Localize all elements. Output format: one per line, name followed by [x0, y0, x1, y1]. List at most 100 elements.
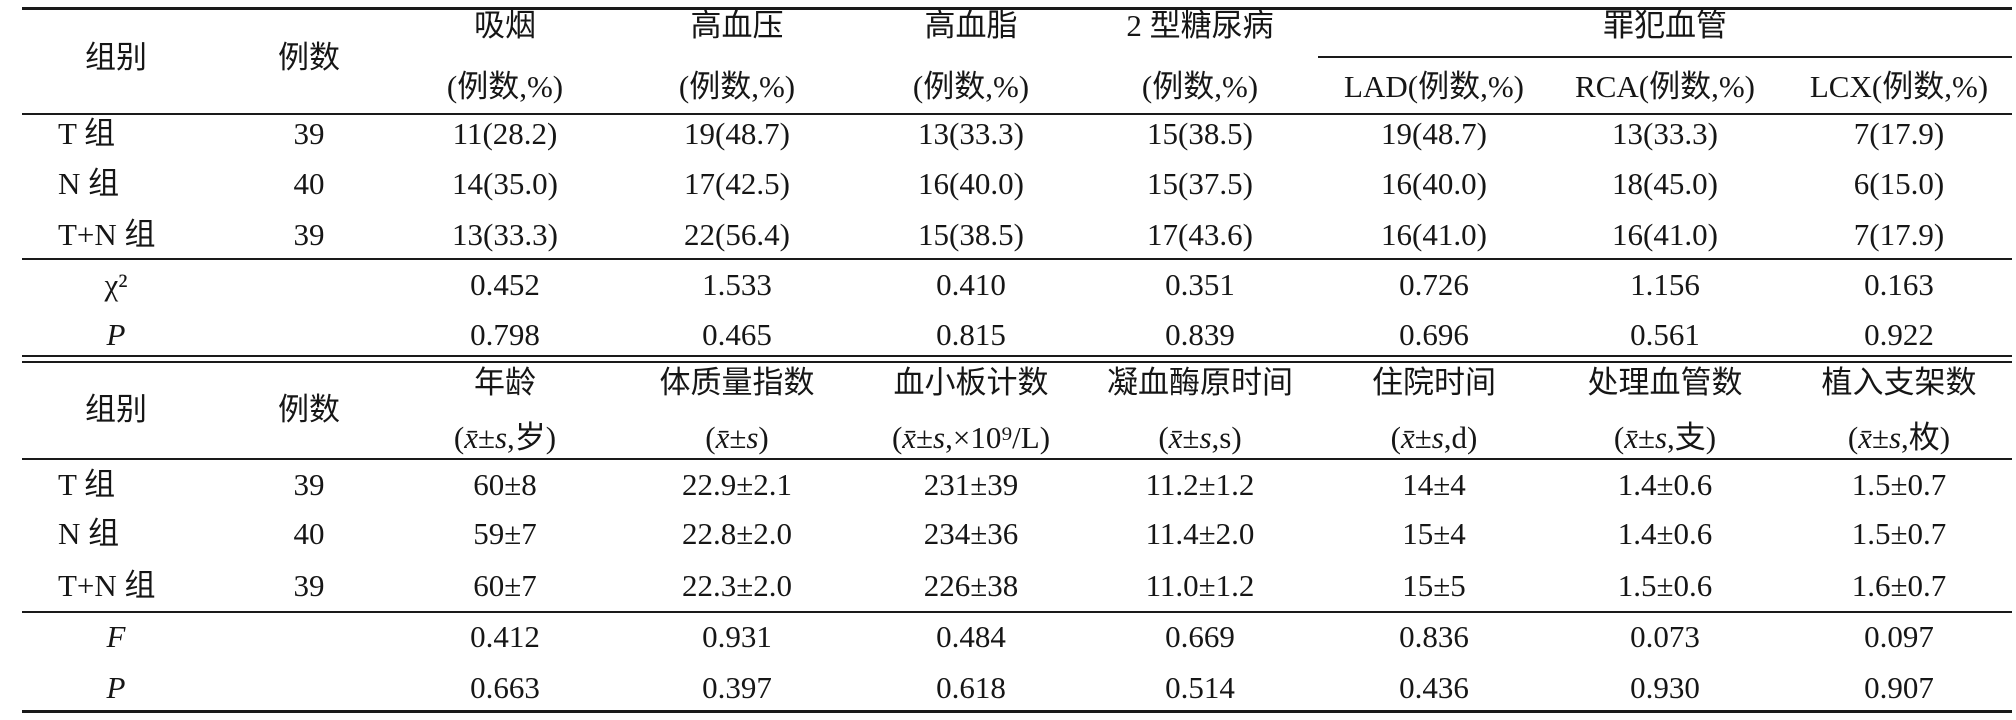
row-group-label: T+N 组 — [58, 568, 156, 603]
table-cell: 7(17.9) — [1853, 217, 1945, 252]
table-cell: 13(33.3) — [1612, 116, 1718, 151]
table-cell: 16(41.0) — [1381, 217, 1487, 252]
subtitle-post: ,d) — [1443, 420, 1478, 455]
stat-value: 0.663 — [470, 670, 540, 705]
table-cell: 17(42.5) — [684, 166, 790, 201]
stat-value: 0.798 — [470, 317, 540, 352]
rule-double-lower — [22, 361, 2012, 363]
stat-value: 1.533 — [702, 267, 772, 302]
subtitle-pm: ± — [477, 420, 495, 455]
table-cell: 18(45.0) — [1612, 166, 1718, 201]
subtitle-mean: x̄ — [1168, 420, 1183, 455]
header-group-label: 组别 — [85, 40, 147, 75]
table-cell: 1.5±0.7 — [1851, 467, 1947, 502]
stat-value: 0.907 — [1864, 670, 1934, 705]
column-title: 2 型糖尿病 — [1126, 8, 1274, 43]
stat-value: 0.097 — [1864, 619, 1934, 654]
table-cell: 15(37.5) — [1147, 166, 1253, 201]
subtitle-pre: ( — [1390, 420, 1401, 455]
subtitle-post: ,支) — [1667, 420, 1717, 455]
column-subtitle: RCA(例数,%) — [1575, 69, 1755, 104]
column-subtitle: (x̄±s,d) — [1321, 418, 1547, 458]
row-count: 39 — [293, 467, 325, 502]
table-cell: 1.5±0.6 — [1617, 568, 1713, 603]
subtitle-sd: s — [933, 420, 946, 455]
subtitle-sd: s — [494, 420, 508, 455]
rule-spanner — [1318, 56, 2012, 58]
stat-value: 0.410 — [936, 267, 1006, 302]
table-cell: 15±4 — [1402, 516, 1466, 551]
rule-header-2 — [22, 458, 2012, 460]
column-title: 血小板计数 — [893, 365, 1049, 400]
stat-value: 0.514 — [1165, 670, 1235, 705]
subtitle-post: ,×10⁹/L) — [945, 420, 1051, 455]
table-cell: 13(33.3) — [918, 116, 1024, 151]
row-group-label: N 组 — [58, 166, 120, 201]
row-count: 39 — [293, 116, 325, 151]
rule-double-upper — [22, 355, 2012, 357]
table-cell: 14(35.0) — [452, 166, 558, 201]
table-cell: 7(17.9) — [1853, 116, 1945, 151]
subtitle-pm: ± — [1637, 420, 1655, 455]
row-group-label: N 组 — [58, 516, 120, 551]
table-cell: 16(41.0) — [1612, 217, 1718, 252]
subtitle-sd: s — [746, 420, 759, 455]
subtitle-sd: s — [1654, 420, 1668, 455]
table-cell: 22.9±2.1 — [681, 467, 792, 502]
stat-value: 0.397 — [702, 670, 772, 705]
column-subtitle: (x̄±s,岁) — [392, 418, 618, 458]
subtitle-pm: ± — [1182, 420, 1200, 455]
stat-value: 0.922 — [1864, 317, 1934, 352]
stat-value: 0.351 — [1165, 267, 1235, 302]
header-count-label: 例数 — [278, 392, 340, 427]
column-subtitle: (x̄±s,支) — [1552, 418, 1778, 458]
stat-label: P — [106, 670, 126, 705]
table-cell: 14±4 — [1402, 467, 1466, 502]
column-subtitle: LAD(例数,%) — [1344, 69, 1524, 104]
table-cell: 16(40.0) — [918, 166, 1024, 201]
subtitle-pm: ± — [729, 420, 747, 455]
stat-value: 0.836 — [1399, 619, 1469, 654]
table-cell: 6(15.0) — [1853, 166, 1945, 201]
stat-value: 0.815 — [936, 317, 1006, 352]
subtitle-pre: ( — [705, 420, 716, 455]
table-cell: 231±39 — [923, 467, 1019, 502]
subtitle-post: ,s) — [1211, 420, 1242, 455]
table-cell: 1.6±0.7 — [1851, 568, 1947, 603]
subtitle-mean: x̄ — [1624, 420, 1638, 455]
subtitle-mean: x̄ — [902, 420, 917, 455]
stat-value: 0.452 — [470, 267, 540, 302]
column-subtitle: LCX(例数,%) — [1809, 69, 1989, 104]
stat-value: 0.436 — [1399, 670, 1469, 705]
stat-value: 0.465 — [702, 317, 772, 352]
stat-label: F — [106, 619, 126, 654]
row-count: 40 — [293, 166, 325, 201]
column-subtitle: (x̄±s,×10⁹/L) — [858, 418, 1084, 458]
subtitle-sd: s — [1199, 420, 1212, 455]
subtitle-post: ,岁) — [507, 420, 557, 455]
stat-value: 0.930 — [1630, 670, 1700, 705]
stat-label: P — [106, 317, 126, 352]
row-group-label: T 组 — [58, 467, 116, 502]
stat-value: 0.484 — [936, 619, 1006, 654]
table-cell: 15±5 — [1402, 568, 1466, 603]
stat-value: 0.696 — [1399, 317, 1469, 352]
table-cell: 234±36 — [923, 516, 1019, 551]
header-count-label: 例数 — [278, 40, 340, 75]
column-title: 处理血管数 — [1587, 365, 1743, 400]
header-group-label: 组别 — [85, 392, 147, 427]
stat-value: 0.163 — [1864, 267, 1934, 302]
table-cell: 1.4±0.6 — [1617, 516, 1713, 551]
subtitle-pm: ± — [1414, 420, 1432, 455]
subtitle-mean: x̄ — [1858, 420, 1872, 455]
stat-value: 0.839 — [1165, 317, 1235, 352]
rule-body-1 — [22, 258, 2012, 260]
column-subtitle: (x̄±s,枚) — [1786, 418, 2012, 458]
table-cell: 22.3±2.0 — [681, 568, 792, 603]
table-cell: 60±7 — [473, 568, 537, 603]
subtitle-post: ,枚) — [1901, 420, 1951, 455]
table-cell: 1.4±0.6 — [1617, 467, 1713, 502]
stat-label: χ² — [104, 267, 128, 302]
subtitle-pre: ( — [1613, 420, 1625, 455]
